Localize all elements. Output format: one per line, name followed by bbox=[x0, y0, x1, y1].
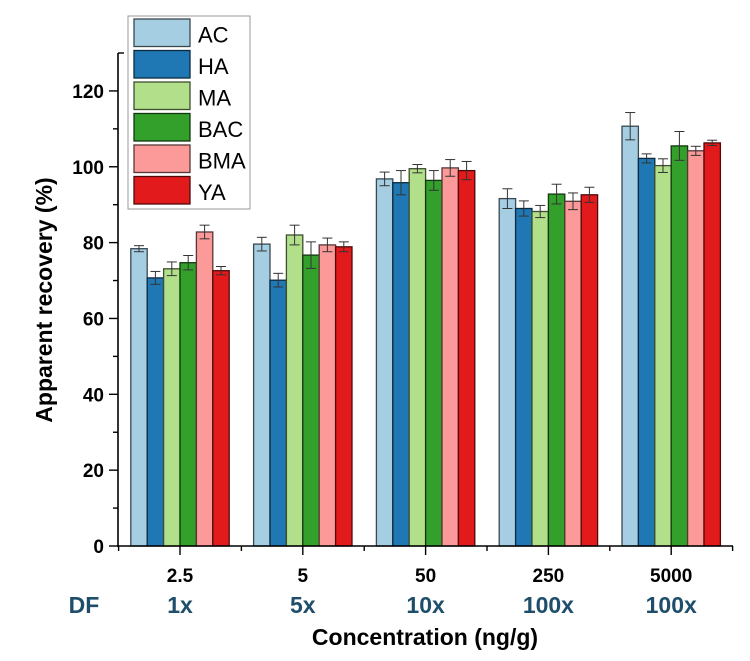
bar-ya-2_5 bbox=[212, 270, 230, 547]
bar-bac-5 bbox=[302, 254, 320, 547]
bar-ya-50 bbox=[457, 169, 476, 547]
x-axis-title: Concentration (ng/g) bbox=[312, 624, 538, 650]
y-tick-label: 100 bbox=[72, 158, 104, 179]
legend-label-ha: HA bbox=[198, 54, 229, 79]
df-value-label: 1x bbox=[167, 592, 193, 618]
bar-ma-5000 bbox=[654, 164, 672, 547]
y-tick-label: 60 bbox=[83, 309, 104, 330]
bar-ha-2_5 bbox=[146, 277, 165, 547]
legend-label-ya: YA bbox=[198, 180, 226, 205]
legend-swatch-ma bbox=[133, 81, 191, 111]
legend-swatch-bac bbox=[133, 112, 191, 142]
y-tick-label: 120 bbox=[72, 82, 104, 103]
bar-bac-5000 bbox=[670, 145, 689, 547]
bar-bma-2_5 bbox=[195, 231, 214, 547]
bar-bma-50 bbox=[441, 167, 460, 547]
y-axis-title: Apparent recovery (%) bbox=[31, 177, 57, 422]
bar-ac-5 bbox=[252, 243, 271, 547]
legend-swatch-ha bbox=[133, 49, 191, 79]
x-tick-label: 5000 bbox=[650, 566, 692, 587]
bar-ya-5 bbox=[334, 246, 353, 547]
bar-bma-250 bbox=[564, 200, 582, 547]
bar-ma-50 bbox=[408, 168, 427, 547]
legend-label-ac: AC bbox=[198, 23, 229, 48]
y-tick-label: 20 bbox=[83, 461, 104, 482]
bar-ma-250 bbox=[531, 210, 550, 547]
bar-ya-5000 bbox=[703, 142, 722, 547]
bar-bac-250 bbox=[547, 193, 566, 547]
df-value-label: 10x bbox=[406, 592, 445, 618]
df-value-label: 100x bbox=[523, 592, 574, 618]
bar-ha-5000 bbox=[637, 157, 656, 547]
bar-ha-50 bbox=[392, 182, 410, 547]
axes-layer: 0 20 40 60 80 100 120 2.5 1x 5 5x 50 10x 250 100x 5000 1… bbox=[72, 52, 734, 618]
df-value-label: 5x bbox=[290, 592, 316, 618]
bar-bac-50 bbox=[424, 179, 443, 547]
bar-ac-5000 bbox=[621, 125, 640, 547]
bar-ma-5 bbox=[285, 234, 304, 547]
y-tick-label: 40 bbox=[83, 385, 104, 406]
bar-ac-50 bbox=[375, 178, 394, 547]
bar-ac-2_5 bbox=[130, 248, 148, 547]
y-tick-label: 80 bbox=[83, 234, 104, 255]
bar-ma-2_5 bbox=[162, 268, 181, 547]
bar-bma-5 bbox=[318, 244, 337, 547]
legend-label-ma: MA bbox=[198, 86, 231, 111]
legend-swatch-bma bbox=[133, 144, 191, 174]
x-tick-label: 2.5 bbox=[167, 566, 194, 587]
legend-swatch-ya bbox=[133, 175, 191, 205]
bar-ya-250 bbox=[580, 194, 599, 547]
x-tick-label: 250 bbox=[533, 566, 565, 587]
bar-ha-5 bbox=[269, 279, 288, 547]
legend-swatch-ac bbox=[133, 18, 191, 48]
x-tick-label: 50 bbox=[415, 566, 436, 587]
bar-bac-2_5 bbox=[179, 262, 198, 547]
bar-bma-5000 bbox=[686, 150, 705, 547]
y-tick-label: 0 bbox=[93, 537, 104, 558]
legend-label-bma: BMA bbox=[198, 149, 246, 174]
bar-ha-250 bbox=[514, 207, 533, 547]
bars-layer bbox=[130, 112, 722, 547]
df-value-label: 100x bbox=[646, 592, 697, 618]
bar-ac-250 bbox=[498, 197, 517, 547]
x-tick-label: 5 bbox=[298, 566, 309, 587]
legend: AC HA MA BAC BMA YA bbox=[127, 15, 251, 210]
df-row-label: DF bbox=[69, 592, 100, 618]
legend-label-bac: BAC bbox=[198, 117, 243, 142]
